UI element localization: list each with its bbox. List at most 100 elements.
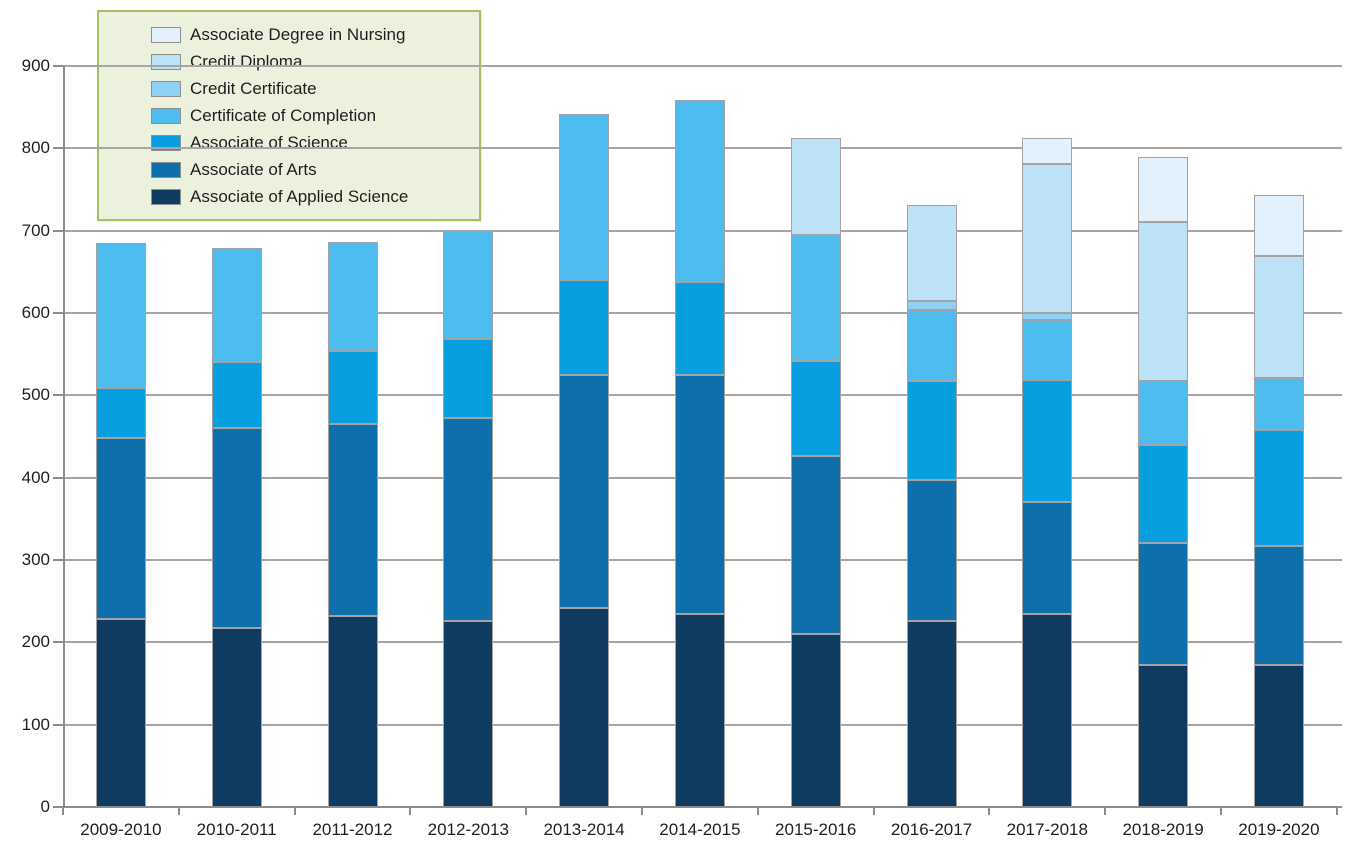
bar-segment-associate-of-science: [211, 361, 262, 429]
bar-segment-associate-degree-in-nursing: [1253, 195, 1304, 257]
y-tick-mark: [53, 229, 63, 232]
legend-swatch: [151, 107, 181, 124]
bar-segment-credit-diploma: [1138, 222, 1189, 381]
bar-segment-associate-of-arts: [211, 428, 262, 628]
bar-segment-credit-diploma: [790, 138, 841, 235]
y-tick-mark: [53, 806, 63, 808]
bar-segment-associate-of-arts: [1022, 502, 1073, 614]
x-axis-label: 2013-2014: [543, 820, 625, 839]
bar-segment-associate-of-science: [1253, 429, 1304, 546]
x-tick-mark: [62, 808, 64, 815]
legend-label: Credit Diploma: [190, 51, 303, 71]
bar-segment-certificate-of-completion: [211, 247, 262, 362]
bar-segment-credit-diploma: [1022, 163, 1073, 313]
bar-segment-associate-of-applied-science: [559, 607, 610, 807]
bar-segment-associate-of-arts: [1138, 542, 1189, 666]
bar-segment-certificate-of-completion: [1138, 380, 1189, 445]
gridline: [63, 65, 1342, 67]
bar-segment-associate-of-applied-science: [790, 634, 841, 807]
legend-item: Certificate of Completion: [151, 102, 469, 129]
y-tick-mark: [53, 559, 63, 561]
bar-segment-certificate-of-completion: [1253, 378, 1304, 430]
bar-segment-associate-of-science: [674, 281, 725, 375]
x-tick-mark: [756, 808, 759, 815]
x-axis-label: 2016-2017: [890, 820, 973, 839]
y-tick-mark: [53, 723, 63, 726]
bar-segment-certificate-of-completion: [906, 309, 957, 382]
bar-segment-associate-of-arts: [790, 456, 841, 635]
bar-segment-certificate-of-completion: [790, 234, 841, 361]
bar-segment-associate-of-applied-science: [1022, 613, 1073, 807]
y-axis-label: 200: [21, 632, 50, 652]
x-tick-mark: [409, 808, 412, 815]
y-axis-label: 500: [21, 385, 50, 405]
bar-segment-associate-of-applied-science: [1253, 665, 1304, 807]
y-axis-label: 400: [21, 467, 50, 487]
bar-segment-associate-of-applied-science: [211, 627, 262, 807]
bar-segment-associate-of-science: [95, 387, 146, 439]
y-axis-label: 300: [21, 550, 50, 569]
legend-item: Associate of Applied Science: [151, 183, 469, 210]
bar-segment-associate-of-science: [1022, 379, 1073, 503]
x-axis-label: 2012-2013: [427, 820, 509, 839]
bar-segment-associate-of-arts: [1253, 546, 1304, 666]
y-tick-mark: [53, 476, 63, 479]
bar-segment-associate-of-science: [327, 350, 378, 425]
y-tick-mark: [53, 65, 63, 67]
y-axis-label: 700: [21, 220, 50, 240]
bar-segment-associate-of-applied-science: [1138, 665, 1189, 807]
legend-swatch: [151, 80, 181, 97]
bar-segment-certificate-of-completion: [443, 229, 494, 340]
y-tick-mark: [53, 147, 63, 150]
bar-segment-associate-of-applied-science: [906, 620, 957, 807]
legend-swatch: [151, 53, 181, 70]
legend-swatch: [151, 134, 181, 151]
x-tick-mark: [641, 808, 643, 815]
x-tick-mark: [293, 808, 296, 815]
legend-item: Credit Diploma: [151, 48, 469, 75]
bar-segment-associate-of-applied-science: [327, 615, 378, 807]
legend-label: Associate Degree in Nursing: [190, 24, 406, 44]
bar-segment-associate-of-arts: [443, 418, 494, 621]
bar-segment-certificate-of-completion: [674, 99, 725, 282]
bar-segment-credit-certificate: [906, 300, 957, 310]
legend: Associate Degree in Nursing Credit Diplom…: [97, 10, 481, 221]
y-axis-label: 0: [40, 797, 50, 816]
legend-swatch: [151, 161, 181, 178]
x-tick-mark: [872, 808, 875, 815]
x-axis-line: [63, 806, 1342, 808]
y-axis-line: [63, 66, 65, 807]
bar-segment-associate-degree-in-nursing: [1022, 137, 1073, 164]
legend-item: Credit Certificate: [151, 75, 469, 102]
bar-segment-associate-of-science: [790, 360, 841, 457]
bar-segment-associate-of-applied-science: [674, 614, 725, 807]
legend-swatch: [151, 26, 181, 43]
y-axis-label: 800: [21, 138, 50, 158]
x-tick-mark: [1104, 808, 1107, 815]
bar-segment-associate-of-science: [559, 280, 610, 375]
legend-label: Credit Certificate: [190, 78, 317, 98]
y-axis-label: 100: [21, 714, 50, 734]
x-axis-label: 2014-2015: [659, 820, 741, 839]
x-axis-label: 2015-2016: [775, 820, 857, 839]
bar-segment-associate-of-arts: [327, 424, 378, 616]
x-axis-label: 2018-2019: [1122, 820, 1204, 839]
x-axis-label: 2009-2010: [80, 820, 162, 839]
bar-segment-associate-of-arts: [559, 374, 610, 608]
legend-item: Associate of Science: [151, 129, 469, 156]
bar-segment-credit-diploma: [906, 205, 957, 301]
y-axis-label: 900: [21, 56, 50, 75]
x-tick-mark: [525, 808, 528, 815]
bar-segment-associate-of-applied-science: [95, 619, 146, 807]
x-axis-label: 2010-2011: [196, 820, 277, 839]
legend-label: Associate of Applied Science: [190, 186, 409, 206]
y-tick-mark: [53, 641, 63, 644]
bar-segment-associate-degree-in-nursing: [1138, 156, 1189, 223]
bar-segment-associate-of-applied-science: [443, 620, 494, 807]
bar-segment-certificate-of-completion: [95, 243, 146, 388]
bar-segment-associate-of-science: [443, 339, 494, 419]
x-tick-mark: [177, 808, 180, 815]
x-tick-mark: [1335, 808, 1338, 815]
bar-segment-credit-certificate: [1022, 313, 1073, 320]
